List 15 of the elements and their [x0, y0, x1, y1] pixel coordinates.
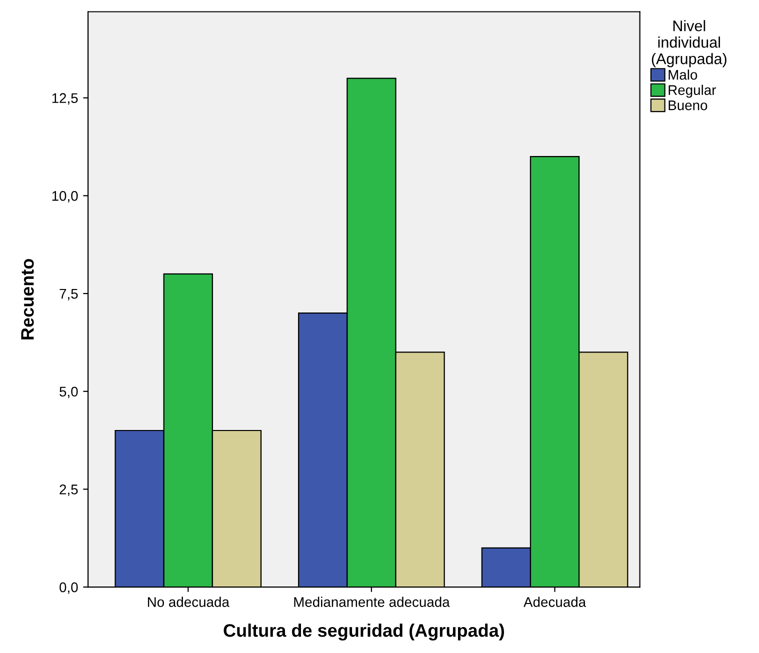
y-axis-title: Recuento	[21, 258, 34, 340]
x-tick-label: Adecuada	[524, 596, 586, 607]
x-axis-title: Cultura de seguridad (Agrupada)	[224, 624, 504, 641]
y-tick-label: 7,5	[60, 289, 78, 300]
legend-title: Nivel individual (Agrupada)	[652, 20, 726, 68]
y-tick-label: 5,0	[60, 386, 78, 398]
y-tick-label: 2,5	[60, 484, 78, 496]
x-tick-label: No adecuada	[148, 596, 230, 607]
x-tick-label: Medianamente adecuada	[294, 596, 450, 607]
legend-label: Bueno	[668, 100, 708, 110]
y-tick-label: 0,0	[60, 582, 78, 594]
legend-label: Regular	[668, 84, 716, 98]
y-tick-label: 10,0	[52, 191, 78, 202]
y-tick-label: 12,5	[52, 93, 78, 105]
legend-label: Malo	[668, 70, 698, 80]
